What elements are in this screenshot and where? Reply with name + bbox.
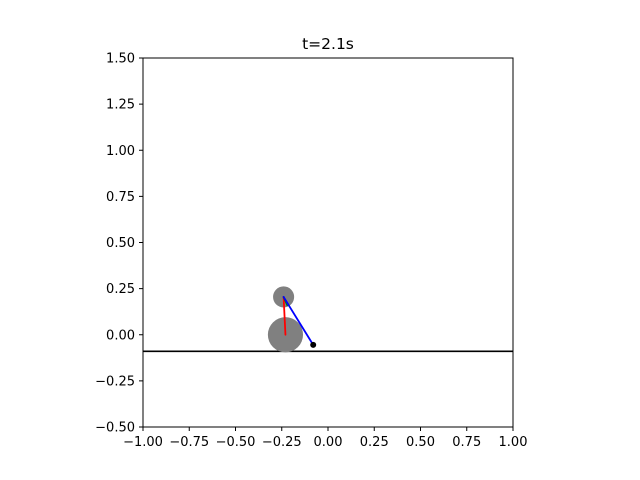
blue-link: [282, 296, 315, 346]
axes: −1.00 −0.75 −0.50 −0.25 0.00 0.25 0.50 0.75 1.00…: [95, 52, 527, 451]
x-tick-label: −0.75: [169, 435, 209, 450]
x-tick-label: 1.00: [499, 435, 528, 450]
x-tick-label: 0.00: [314, 435, 343, 450]
x-tick-label: 0.75: [452, 435, 481, 450]
red-link: [282, 296, 287, 336]
y-tick-label: 1.50: [106, 52, 135, 67]
y-tick-label: −0.25: [95, 374, 135, 389]
y-tick-label: 0.75: [106, 190, 135, 205]
plot-content: [143, 286, 513, 353]
plot-area: [143, 286, 513, 353]
y-tick-label: −0.50: [95, 421, 135, 436]
x-tick-label: −1.00: [123, 435, 163, 450]
y-tick-label: 0.25: [106, 282, 135, 297]
y-tick-label: 1.00: [106, 144, 135, 159]
x-tick-label: 0.50: [406, 435, 435, 450]
y-tick-label: 1.25: [106, 98, 135, 113]
x-tick-label: −0.25: [262, 435, 302, 450]
x-tick-label: −0.50: [216, 435, 256, 450]
y-tick-label: 0.00: [106, 328, 135, 343]
x-tick-label: 0.25: [360, 435, 389, 450]
end-point-marker: [310, 341, 317, 348]
y-tick-label: 0.50: [106, 236, 135, 251]
chart-title: t=2.1s: [302, 35, 354, 53]
